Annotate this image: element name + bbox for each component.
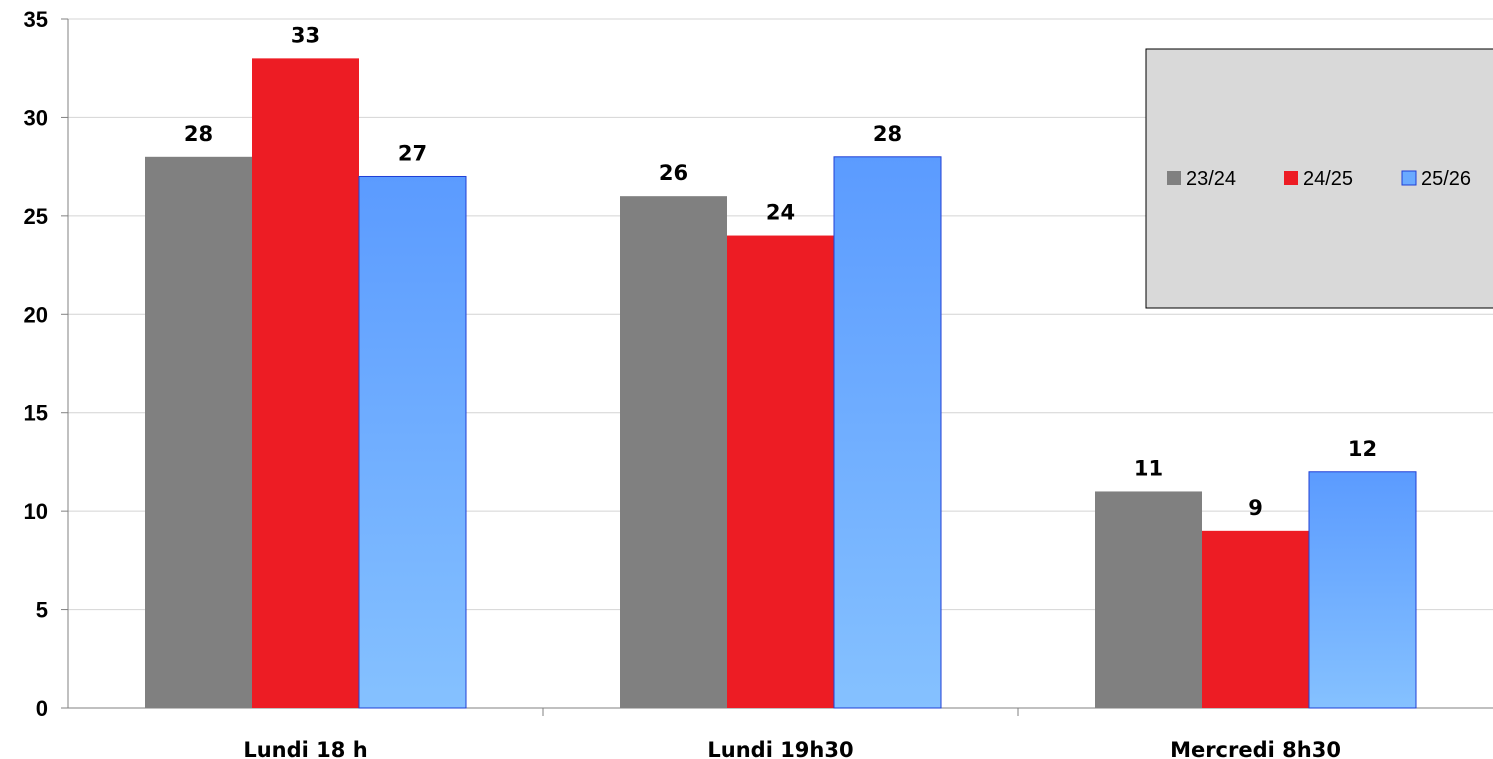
bar-24-25: [727, 235, 834, 709]
data-label: 12: [1348, 437, 1377, 461]
bar-25-26: [1308, 471, 1417, 709]
y-tick-label: 0: [36, 696, 48, 721]
y-tick-label: 5: [36, 598, 48, 623]
legend-swatch: [1284, 171, 1298, 185]
y-tick-label: 10: [24, 499, 48, 524]
data-label: 24: [766, 201, 795, 225]
y-tick-label: 30: [24, 105, 48, 130]
data-label: 26: [659, 161, 688, 185]
legend-box: [1145, 48, 1493, 309]
y-tick-label: 20: [24, 302, 48, 327]
bar-23-24: [1095, 491, 1202, 708]
bar-25-26: [833, 156, 942, 709]
x-tick-label: Lundi 18 h: [243, 738, 367, 759]
x-tick-label: Lundi 19h30: [707, 738, 853, 759]
legend-label: 23/24: [1186, 168, 1236, 190]
y-tick-label: 15: [24, 401, 48, 426]
bar-23-24: [620, 196, 727, 708]
y-axis: 0 5 10 15 20 25 30 35: [24, 7, 69, 721]
legend: 23/24 24/25 25/26: [1145, 48, 1493, 309]
legend-label: 24/25: [1303, 168, 1353, 190]
bar-24-25: [1202, 530, 1309, 708]
x-axis: Lundi 18 h Lundi 19h30 Mercredi 8h30: [68, 707, 1493, 759]
data-label: 28: [184, 122, 213, 146]
data-label: 27: [398, 141, 427, 165]
legend-swatch: [1167, 171, 1181, 185]
data-label: 11: [1134, 456, 1163, 480]
bar-24-25: [252, 58, 359, 708]
y-tick-label: 35: [24, 7, 48, 32]
data-labels: 28 33 27 26 24 28 11 9 12: [184, 23, 1377, 519]
data-label: 9: [1248, 496, 1263, 520]
bars: [145, 58, 1417, 709]
y-tick-label: 25: [24, 204, 48, 229]
legend-label: 25/26: [1421, 168, 1471, 190]
legend-swatch: [1401, 170, 1417, 186]
bar-23-24: [145, 156, 252, 709]
data-label: 33: [291, 23, 320, 47]
data-label: 28: [873, 122, 902, 146]
bar-25-26: [358, 175, 467, 709]
x-tick-label: Mercredi 8h30: [1170, 738, 1341, 759]
